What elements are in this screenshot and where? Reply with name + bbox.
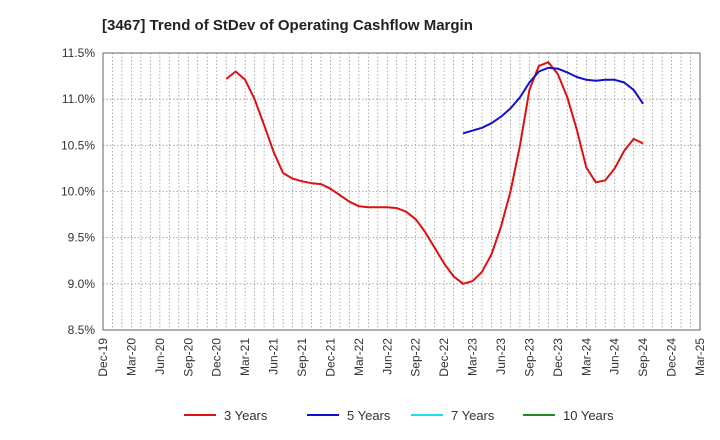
x-tick-label: Mar-21 [238,338,252,376]
legend-label-5-years: 5 Years [347,408,391,423]
x-tick-label: Mar-25 [693,338,707,376]
plot-frame [102,52,701,331]
x-tick-label: Jun-23 [494,338,508,375]
x-tick-label: Mar-24 [579,338,593,376]
legend-label-10-years: 10 Years [563,408,614,423]
y-tick-label: 10.5% [61,138,95,152]
x-tick-label: Dec-23 [551,338,565,377]
legend: 3 Years 5 Years 7 Years 10 Years [184,408,614,423]
chart-title: [3467] Trend of StDev of Operating Cashf… [102,17,473,34]
y-tick-label: 11.5% [62,46,95,60]
y-tick-label: 9.0% [68,277,96,291]
plot-area-border [102,52,701,331]
x-tick-label: Dec-24 [665,338,679,377]
x-tick-label: Jun-22 [380,338,394,375]
series-line-3-years [225,61,644,285]
x-tick-label: Mar-20 [124,338,138,376]
x-tick-label: Dec-21 [323,338,337,377]
x-tick-label: Mar-23 [466,338,480,376]
y-tick-label: 10.0% [61,185,95,199]
x-tick-label: Dec-22 [437,338,451,377]
x-tick-label: Sep-22 [409,338,423,377]
y-axis-ticks: 8.5% 9.0% 9.5% 10.0% 10.5% 11.0% 11.5% [61,46,95,337]
grid [103,53,700,330]
legend-label-3-years: 3 Years [224,408,268,423]
x-tick-label: Sep-20 [181,338,195,377]
x-tick-label: Jun-20 [153,338,167,375]
series-line-5-years [462,66,644,135]
y-tick-label: 8.5% [68,323,96,337]
x-tick-label: Dec-19 [96,338,110,377]
x-tick-label: Dec-20 [210,338,224,377]
x-tick-label: Sep-21 [295,338,309,377]
legend-label-7-years: 7 Years [451,408,495,423]
x-axis-ticks: Dec-19 Mar-20 Jun-20 Sep-20 Dec-20 Mar-21 Jun-… [96,338,707,377]
x-tick-label: Sep-24 [636,338,650,377]
y-tick-label: 11.0% [62,92,95,106]
x-tick-label: Jun-24 [608,338,622,375]
x-tick-label: Mar-22 [352,338,366,376]
x-tick-label: Jun-21 [267,338,281,375]
series-lines [225,61,644,285]
y-tick-label: 9.5% [68,231,96,245]
x-tick-label: Sep-23 [522,338,536,377]
